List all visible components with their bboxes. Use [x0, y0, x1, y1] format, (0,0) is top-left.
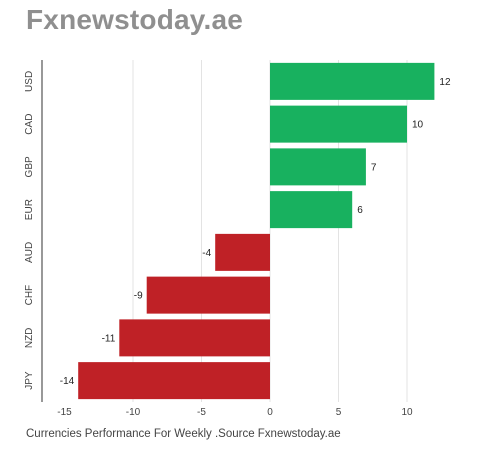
x-tick-label: 0 [267, 407, 273, 418]
value-label: -9 [134, 291, 143, 302]
category-label: EUR [24, 199, 35, 220]
value-label: 6 [357, 205, 363, 216]
value-label: 7 [371, 162, 377, 173]
bar-nzd [119, 319, 270, 357]
value-labels: 12 10 7 6 -4 -9 -11 -14 [60, 77, 451, 387]
bar-gbp [270, 148, 366, 186]
bar-cad [270, 105, 407, 143]
chart-caption: Currencies Performance For Weekly .Sourc… [26, 428, 341, 440]
value-label: 10 [412, 120, 424, 131]
category-label: GBP [24, 156, 35, 177]
category-label: AUD [24, 242, 35, 263]
value-label: -11 [102, 333, 116, 344]
bar-usd [270, 62, 435, 100]
site-title: Fxnewstoday.ae [26, 4, 244, 35]
category-label: CHF [24, 285, 35, 306]
category-label: CAD [24, 114, 35, 135]
category-labels: USD CAD GBP EUR AUD CHF NZD JPY [24, 71, 35, 390]
bar-eur [270, 191, 353, 229]
x-tick-labels: -15 -10 -5 0 5 10 [57, 407, 413, 418]
x-tick-label: -10 [126, 407, 141, 418]
bar-jpy [78, 362, 270, 400]
bar-chf [146, 276, 270, 314]
value-label: -14 [60, 376, 75, 387]
x-tick-label: 10 [401, 407, 413, 418]
value-label: 12 [439, 77, 451, 88]
x-tick-label: -5 [197, 407, 206, 418]
category-label: JPY [24, 371, 35, 390]
bar-aud [215, 233, 270, 271]
x-tick-label: 5 [336, 407, 342, 418]
bars [78, 62, 435, 400]
x-tick-label: -15 [57, 407, 72, 418]
value-label: -4 [202, 248, 211, 259]
category-label: NZD [24, 328, 35, 349]
category-label: USD [24, 71, 35, 92]
